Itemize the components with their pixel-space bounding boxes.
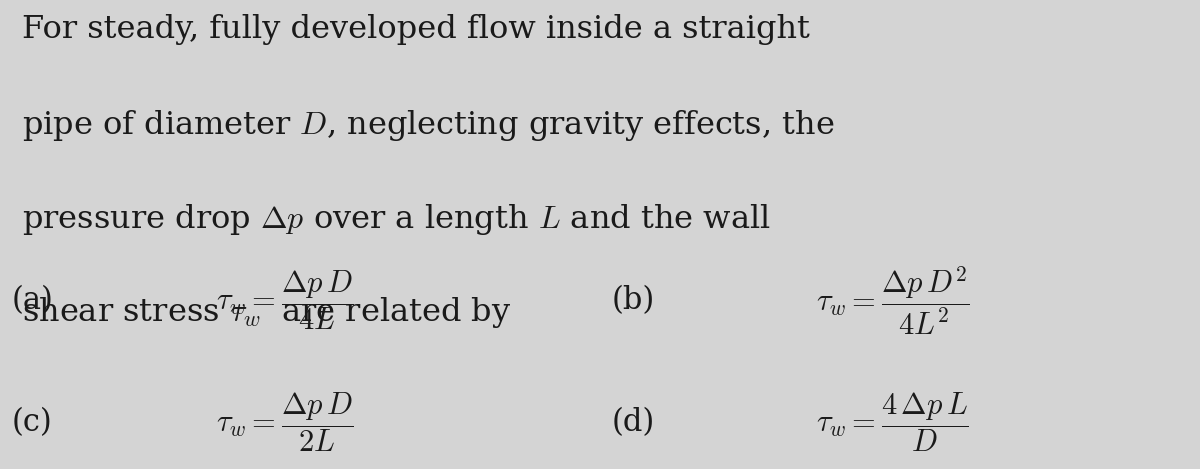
Text: (d): (d)	[612, 407, 655, 438]
Text: $\tau_w = \dfrac{\Delta p\, D}{4L}$: $\tau_w = \dfrac{\Delta p\, D}{4L}$	[216, 268, 354, 332]
Text: pressure drop $\Delta p$ over a length $L$ and the wall: pressure drop $\Delta p$ over a length $…	[22, 202, 770, 237]
Text: (a): (a)	[12, 285, 54, 316]
Text: $\tau_w = \dfrac{\Delta p\, D^2}{4L^2}$: $\tau_w = \dfrac{\Delta p\, D^2}{4L^2}$	[816, 264, 970, 337]
Text: pipe of diameter $D$, neglecting gravity effects, the: pipe of diameter $D$, neglecting gravity…	[22, 108, 834, 143]
Text: shear stress $\tau_w$  are related by: shear stress $\tau_w$ are related by	[22, 295, 511, 331]
Text: $\tau_w = \dfrac{4\, \Delta p\, L}{D}$: $\tau_w = \dfrac{4\, \Delta p\, L}{D}$	[816, 390, 968, 454]
Text: (c): (c)	[12, 407, 53, 438]
Text: For steady, fully developed flow inside a straight: For steady, fully developed flow inside …	[22, 14, 810, 45]
Text: (b): (b)	[612, 285, 655, 316]
Text: $\tau_w = \dfrac{\Delta p\, D}{2L}$: $\tau_w = \dfrac{\Delta p\, D}{2L}$	[216, 390, 354, 454]
